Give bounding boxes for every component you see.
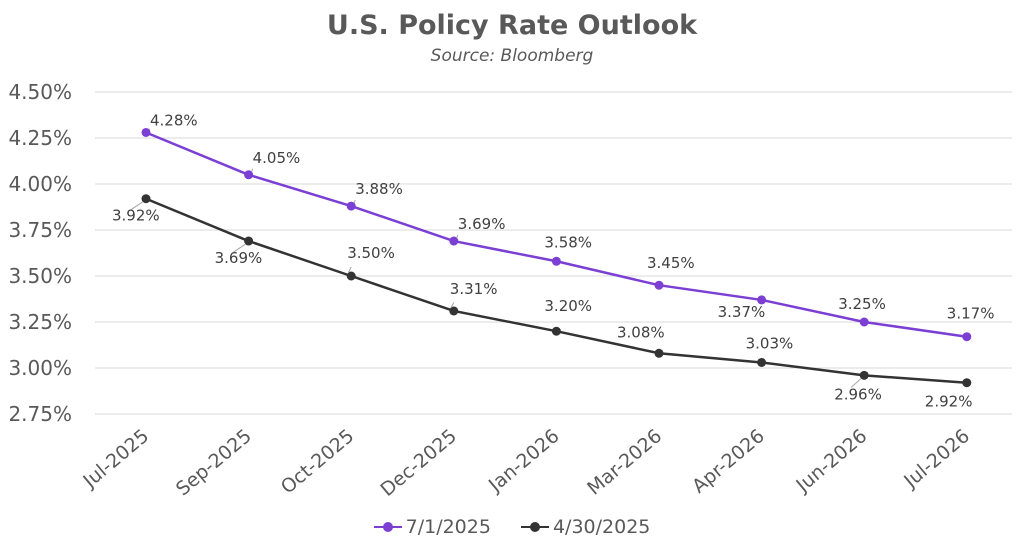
- label-leader: [456, 234, 459, 239]
- x-tick-label: Jan-2026: [484, 425, 564, 497]
- data-label: 3.31%: [450, 280, 498, 298]
- legend-swatch-series-2: [520, 521, 549, 533]
- legend-label-series-1: 7/1/2025: [405, 516, 491, 538]
- legend-label-series-2: 4/30/2025: [552, 516, 651, 538]
- data-point: [244, 170, 254, 180]
- data-point: [346, 201, 356, 211]
- data-label: 3.92%: [112, 207, 160, 225]
- data-point: [859, 317, 869, 327]
- label-leader: [347, 266, 352, 274]
- x-tick-label: Mar-2026: [583, 425, 666, 500]
- data-label: 3.25%: [838, 295, 886, 313]
- data-label: 3.20%: [544, 297, 592, 315]
- x-tick-label: Dec-2025: [376, 425, 461, 501]
- data-point: [757, 295, 767, 305]
- data-label: 4.28%: [150, 111, 198, 129]
- chart-title: U.S. Policy Rate Outlook: [326, 10, 698, 41]
- data-label: 3.37%: [718, 303, 766, 321]
- data-point: [757, 357, 767, 367]
- x-tick-label: Sep-2025: [172, 425, 256, 500]
- label-leader: [251, 168, 254, 172]
- data-label: 2.96%: [834, 385, 882, 403]
- label-leader: [148, 128, 151, 130]
- label-leader: [450, 302, 455, 309]
- data-point: [654, 348, 664, 358]
- chart-subtitle: Source: Bloomberg: [430, 46, 594, 66]
- x-tick-label: Jun-2026: [791, 425, 871, 497]
- data-point: [859, 370, 869, 380]
- x-tick-label: Jul-2026: [899, 425, 974, 493]
- data-label: 3.69%: [215, 249, 263, 267]
- legend: 7/1/2025 4/30/2025: [0, 516, 1024, 538]
- data-label: 3.69%: [458, 215, 506, 233]
- data-point: [449, 306, 459, 316]
- data-point: [962, 332, 972, 342]
- x-tick-label: Jul-2025: [78, 425, 153, 493]
- y-tick-label: 2.75%: [8, 402, 72, 426]
- data-label: 3.88%: [355, 180, 403, 198]
- data-point: [449, 236, 459, 246]
- label-leader: [353, 199, 356, 204]
- y-tick-label: 3.50%: [8, 264, 72, 288]
- y-tick-label: 4.25%: [8, 126, 72, 150]
- y-tick-label: 4.50%: [8, 80, 72, 104]
- data-label: 3.58%: [544, 233, 592, 251]
- series-line: [145, 197, 967, 384]
- data-point: [962, 378, 972, 388]
- y-tick-label: 4.00%: [8, 172, 72, 196]
- data-point: [244, 236, 254, 246]
- y-tick-label: 3.75%: [8, 218, 72, 242]
- legend-item-series-2: 4/30/2025: [520, 516, 651, 538]
- data-label: 3.45%: [647, 254, 695, 272]
- series-1: 4.28% 4.05% 3.88% 3.69% 3.58% 3.45% 3.37% 3.25%…: [141, 111, 995, 342]
- legend-swatch-series-1: [373, 521, 402, 533]
- label-leader: [130, 201, 144, 211]
- data-point: [551, 326, 561, 336]
- data-label: 3.17%: [947, 305, 995, 323]
- x-tick-label: Oct-2025: [277, 425, 359, 498]
- label-leader: [233, 243, 246, 253]
- data-label: 4.05%: [253, 149, 301, 167]
- data-label: 3.08%: [617, 323, 665, 341]
- series-2: 3.92% 3.69% 3.50% 3.31% 3.20% 3.08% 3.03% 2.96%…: [112, 194, 972, 411]
- data-label: 2.92%: [925, 393, 973, 411]
- y-tick-label: 3.25%: [8, 310, 72, 334]
- data-point: [141, 127, 151, 137]
- data-label: 3.03%: [746, 334, 794, 352]
- data-point: [654, 280, 664, 290]
- label-leader: [850, 377, 862, 388]
- legend-item-series-1: 7/1/2025: [373, 516, 491, 538]
- data-point: [346, 271, 356, 281]
- data-point: [551, 256, 561, 266]
- data-label: 3.50%: [347, 244, 395, 262]
- x-tick-label: Apr-2026: [688, 425, 769, 498]
- data-point: [141, 194, 151, 204]
- y-tick-label: 3.00%: [8, 356, 72, 380]
